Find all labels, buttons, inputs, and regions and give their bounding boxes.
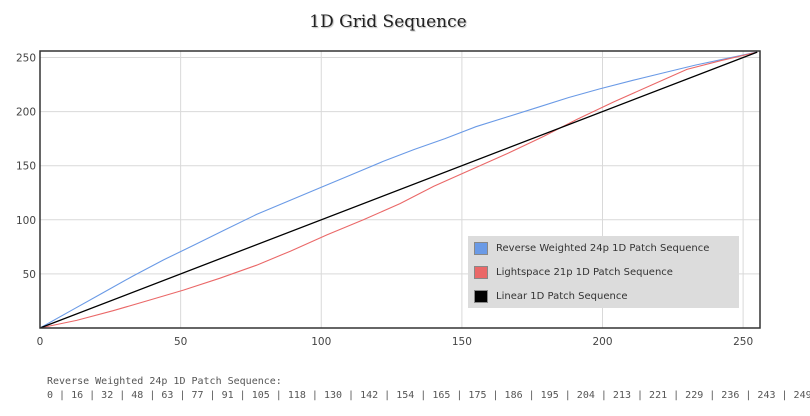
chart-legend: Reverse Weighted 24p 1D Patch Sequence L… <box>468 236 739 308</box>
x-tick-label-150: 150 <box>452 336 472 348</box>
x-tick-label-250: 250 <box>733 336 753 348</box>
y-tick-label-200: 200 <box>16 107 36 119</box>
chart-title: 1D Grid Sequence <box>309 12 467 32</box>
y-tick-label-100: 100 <box>16 215 36 227</box>
legend-swatch-linear <box>474 289 488 303</box>
legend-item-reverse-weighted: Reverse Weighted 24p 1D Patch Sequence <box>474 240 709 256</box>
y-tick-label-250: 250 <box>16 52 36 64</box>
y-tick-label-150: 150 <box>16 161 36 173</box>
legend-item-linear: Linear 1D Patch Sequence <box>474 288 627 304</box>
plot-frame <box>39 50 761 329</box>
x-tick-label-200: 200 <box>592 336 612 348</box>
sequence-footer: Reverse Weighted 24p 1D Patch Sequence: … <box>47 375 810 403</box>
series-line-1 <box>39 51 758 329</box>
sequence-footer-values: 0 | 16 | 32 | 48 | 63 | 77 | 91 | 105 | … <box>47 390 810 401</box>
x-tick-label-0: 0 <box>37 336 44 348</box>
y-tick-label-50: 50 <box>23 269 36 281</box>
legend-item-lightspace: Lightspace 21p 1D Patch Sequence <box>474 264 673 280</box>
series-line-2 <box>39 51 758 329</box>
legend-swatch-lightspace <box>474 265 488 279</box>
legend-label-linear: Linear 1D Patch Sequence <box>496 290 628 302</box>
legend-label-lightspace: Lightspace 21p 1D Patch Sequence <box>496 266 673 278</box>
legend-label-reverse-weighted: Reverse Weighted 24p 1D Patch Sequence <box>496 242 710 254</box>
legend-swatch-reverse-weighted <box>474 241 488 255</box>
sequence-footer-label: Reverse Weighted 24p 1D Patch Sequence: <box>47 376 282 387</box>
x-tick-label-50: 50 <box>174 336 187 348</box>
series-line-0 <box>39 51 758 329</box>
x-tick-label-100: 100 <box>311 336 331 348</box>
